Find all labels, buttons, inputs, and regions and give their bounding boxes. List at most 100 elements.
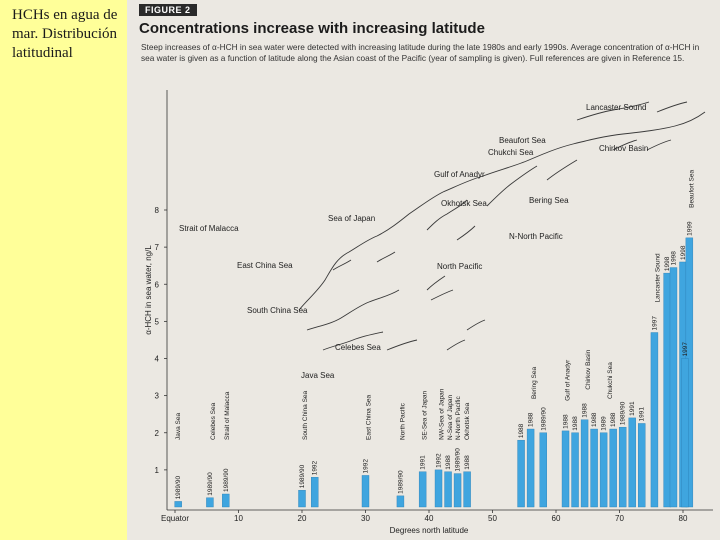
axes [166, 90, 713, 511]
figure-description: Steep increases of α-HCH in sea water we… [141, 42, 700, 63]
y-axis-label: α-HCH in sea water, ng/L [144, 245, 153, 335]
region-labels: Java Sea Celebes Sea Strait of Malacca Sout… [175, 170, 695, 440]
bar [580, 419, 589, 508]
bar-year-label: 1998 [664, 256, 671, 271]
bar [310, 477, 319, 508]
bar [396, 495, 405, 508]
y-tick-label: 8 [155, 206, 160, 215]
x-tick-label: 40 [425, 514, 434, 523]
bar-year-label: 1989/90 [299, 464, 306, 488]
bar [298, 490, 306, 508]
bar-year-label: 1991 [629, 401, 636, 416]
bar-year-label: 1988 [464, 455, 471, 470]
bar-year-label: 1989/90 [175, 476, 182, 500]
bar-year-label: 1988 [518, 423, 525, 438]
bar [222, 493, 230, 508]
y-tick-label: 7 [155, 243, 160, 252]
region-label: Gulf of Anadyr [564, 359, 571, 401]
x-ticks: Equator 10 20 30 40 50 60 70 80 [161, 510, 688, 523]
bar-year-label: 1992 [363, 459, 370, 474]
bar-year-label: 1988 [572, 416, 579, 431]
y-tick-label: 4 [155, 355, 160, 364]
bar-year-label: 1997 [651, 316, 658, 331]
bar-year-label: 1988 [582, 403, 589, 418]
region-label: N-North Pacific [455, 396, 462, 440]
map-label-strait-of-malacca: Strait of Malacca [179, 224, 239, 233]
side-caption: HCHs en agua de mar. Distribución latitu… [12, 7, 118, 61]
bar-year-label: 1991 [420, 455, 427, 470]
region-label: East China Sea [366, 394, 373, 440]
bar-year-label: 1998 [670, 251, 677, 266]
map-labels: Lancaster Sound Beaufort Sea Chukchi Sea… [179, 103, 648, 380]
region-label: N-Sea of Japan [447, 394, 454, 440]
bar-year-label: 1989/90 [207, 472, 214, 496]
y-tick-label: 2 [155, 429, 160, 438]
bar [638, 423, 646, 508]
bar-year-labels: 1989/90 1989/90 1989/90 1989/90 1992 1992 1989… [175, 221, 693, 499]
map-label-south-china-sea: South China Sea [247, 306, 308, 315]
y-tick-label: 3 [155, 392, 160, 401]
bars [174, 237, 694, 508]
region-label: Strait of Malacca [224, 391, 231, 440]
y-ticks: 1 2 3 4 5 6 7 8 [155, 206, 167, 475]
bar [618, 426, 627, 508]
bar-year-label: 1989 [601, 416, 608, 431]
bar-year-label: 1998 [680, 245, 687, 260]
map-label-gulf-of-anadyr: Gulf of Anadyr [434, 170, 485, 179]
bar-year-label: 1988 [445, 455, 452, 470]
map-label-okhotsk-sea: Okhotsk Sea [441, 199, 487, 208]
x-axis-label: Degrees north latitude [390, 526, 469, 535]
map-outline [298, 101, 706, 351]
bar [609, 428, 617, 508]
bar-year-label: 1999 [686, 221, 693, 236]
figure-panel: FIGURE 2 Concentrations increase with in… [127, 0, 720, 540]
x-tick-label: 60 [552, 514, 561, 523]
map-label-sea-of-japan: Sea of Japan [328, 214, 375, 223]
bar [669, 267, 678, 508]
y-tick-label: 1 [155, 466, 160, 475]
region-label: Okhotsk Sea [464, 402, 471, 440]
bar [590, 428, 598, 508]
bar [571, 432, 579, 508]
bar-year-label: 1992 [436, 453, 443, 468]
x-tick-label: 20 [298, 514, 307, 523]
map-label-beaufort-sea: Beaufort Sea [499, 136, 546, 145]
region-label: Java Sea [175, 413, 182, 440]
region-label: Chukchi Sea [607, 362, 614, 399]
bar-year-label: 1988 [591, 412, 598, 427]
bar [526, 428, 535, 508]
y-tick-label: 5 [155, 317, 160, 326]
bar [206, 497, 214, 508]
bar-year-label: 1988 [563, 414, 570, 429]
map-label-java-sea: Java Sea [301, 371, 335, 380]
bar [463, 471, 471, 508]
x-tick-label: Equator [161, 514, 189, 523]
map-label-bering-sea: Bering Sea [529, 196, 569, 205]
bar-year-label: 1988 [610, 412, 617, 427]
bar [361, 475, 370, 508]
region-label: South China Sea [302, 390, 309, 440]
map-label-lancaster-sound: Lancaster Sound [586, 103, 647, 112]
region-label: Bering Sea [531, 366, 538, 399]
region-label: NW-Sea of Japan [439, 388, 446, 440]
bar-year-label: 1988 [528, 412, 535, 427]
x-tick-label: 70 [615, 514, 624, 523]
map-label-n-north-pacific: N-North Pacific [509, 232, 563, 241]
map-label-chukchi-sea: Chukchi Sea [488, 148, 534, 157]
bar [517, 439, 525, 508]
bar [539, 432, 547, 508]
bar-year-label: 1989/90 [540, 407, 547, 431]
region-label: North Pacific [399, 402, 406, 440]
bar [663, 272, 671, 508]
region-label: SE-Sea of Japan [422, 390, 429, 440]
bar [628, 417, 636, 508]
bar-year-label: 1992 [312, 460, 319, 475]
region-label: Chirkov Basin [585, 349, 592, 389]
bar-year-label: 1989/90 [223, 468, 230, 492]
region-label: Lancaster Sound [655, 253, 662, 303]
map-label-celebes-sea: Celebes Sea [335, 343, 381, 352]
figure-label: FIGURE 2 [139, 4, 197, 16]
bar [434, 469, 443, 508]
bar [561, 430, 570, 508]
bar [444, 471, 452, 508]
